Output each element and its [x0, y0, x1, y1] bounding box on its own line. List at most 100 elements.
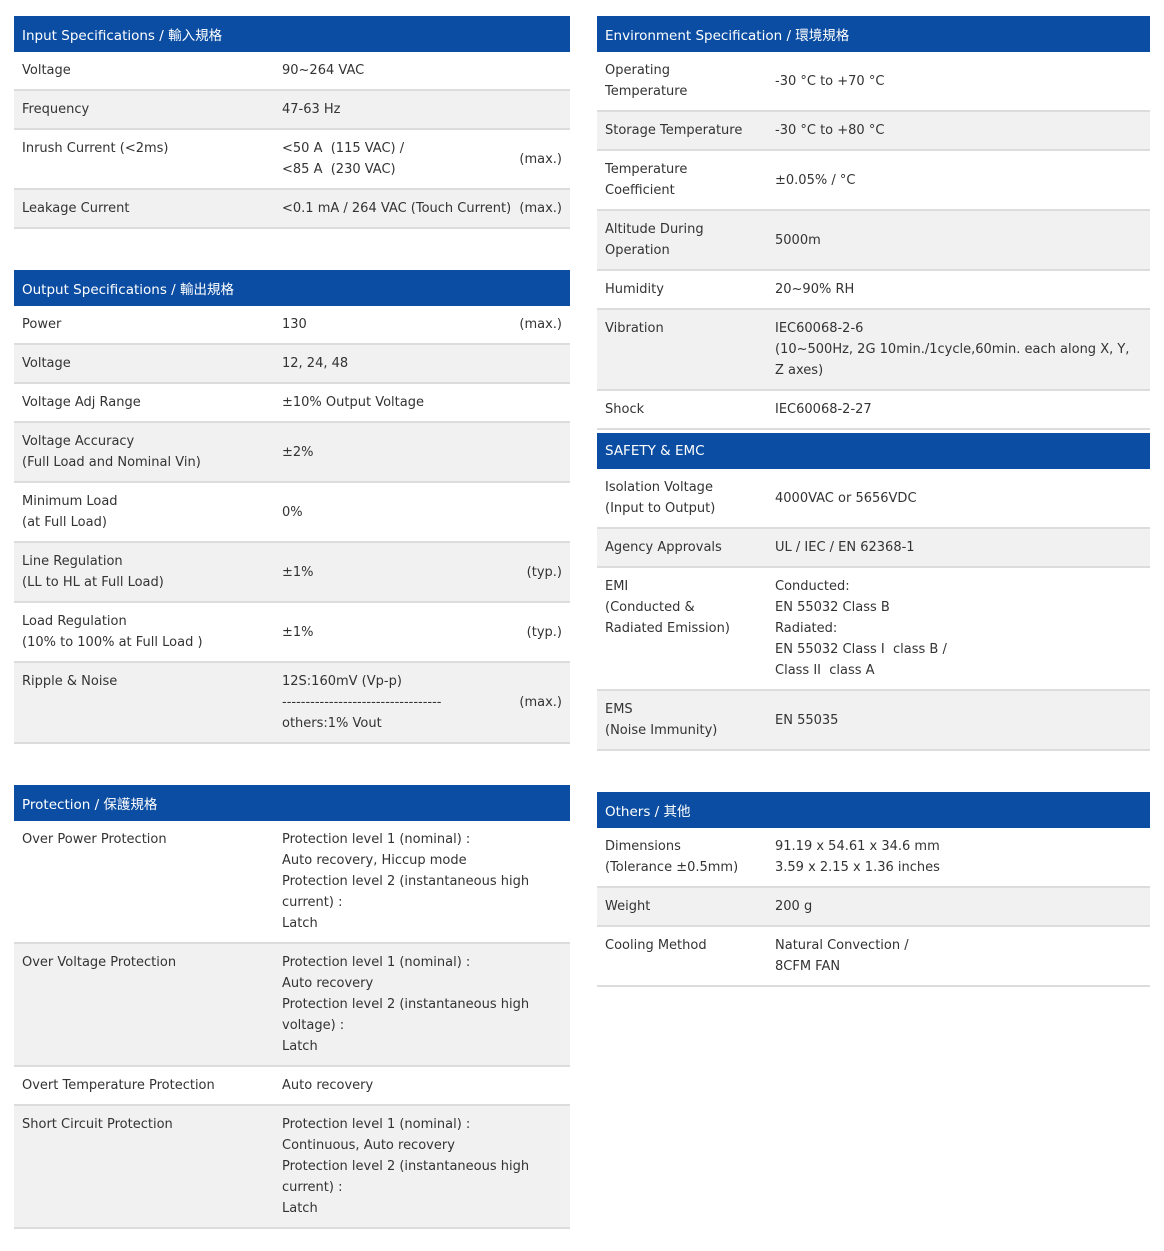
spec-label: Cooling Method [605, 938, 707, 953]
spec-row-operating: Operating Temperature -30 °C to +70 °C [597, 52, 1150, 110]
spec-value: -30 °C to +80 °C [775, 123, 885, 138]
spec-value: <50 A (115 VAC) / <85 A (230 VAC) [282, 141, 405, 177]
spec-value: 130 [282, 317, 307, 332]
spec-row-line-regulation: Line Regulation (LL to HL at Full Load) ±… [14, 541, 570, 601]
input-specifications-table: Input Specifications / 輸入規格 Voltage 90~264… [14, 16, 570, 229]
spec-note: (max.) [519, 695, 562, 710]
spec-row-frequency: Frequency 47-63 Hz [14, 89, 570, 128]
spec-value: 47-63 Hz [282, 102, 341, 117]
spec-row-weight: Weight 200 g [597, 886, 1150, 925]
spec-label: Weight [605, 899, 651, 914]
spec-row-isolation-voltage: Isolation Voltage (Input to Output) 4000V… [597, 469, 1150, 527]
spec-note: (max.) [519, 151, 562, 167]
spec-value: ±2% [282, 444, 314, 460]
spec-value: Auto recovery [282, 1078, 374, 1093]
spec-label: Agency Approvals [605, 540, 722, 555]
spec-value: IEC60068-2-27 [775, 402, 872, 417]
spec-note: (typ.) [526, 624, 562, 640]
spec-value: <0.1 mA / 264 VAC (Touch Current) [282, 201, 512, 216]
spec-note: (max.) [519, 201, 562, 216]
spec-row-over-voltage-protection: Over Voltage Protection Protection level … [14, 942, 570, 1065]
spec-row-ripple-noise: Ripple & Noise 12S:160mV (Vp-p) ---------… [14, 661, 570, 742]
spec-value: ±10% Output Voltage [282, 395, 424, 410]
spec-label: Altitude During Operation [605, 222, 704, 258]
spec-row-short-circuit-protection: Short Circuit Protection Protection level… [14, 1104, 570, 1227]
spec-label: Vibration [605, 321, 664, 336]
spec-row-leakage-current: Leakage Current <0.1 mA / 264 VAC (Touch … [14, 188, 570, 227]
spec-label: Humidity [605, 282, 664, 297]
spec-row-minimum-load: Minimum Load (at Full Load) 0% [14, 481, 570, 541]
spec-row-load-regulation: Load Regulation (10% to 100% at Full Loa… [14, 601, 570, 661]
spec-row-inrush-current-2ms: Inrush Current (<2ms) <50 A (115 VAC) / <… [14, 128, 570, 188]
spec-row-over-power-protection: Over Power Protection Protection level 1 … [14, 821, 570, 942]
spec-label: Short Circuit Protection [22, 1117, 173, 1132]
spec-label: Voltage [22, 356, 71, 371]
spec-value: 5000m [775, 232, 821, 248]
spec-row-ems: EMS (Noise Immunity) EN 55035 [597, 689, 1150, 749]
spec-label: Voltage [22, 63, 71, 78]
spec-label: Isolation Voltage (Input to Output) [605, 480, 716, 516]
spec-value: Natural Convection / 8CFM FAN [775, 938, 909, 974]
protection-table: Protection / 保護規格 Over Power Protection Pr… [14, 785, 570, 1229]
spec-row-shock: Shock IEC60068-2-27 [597, 389, 1150, 428]
spec-row-voltage-accuracy: Voltage Accuracy (Full Load and Nominal … [14, 421, 570, 481]
right-column: Environment Specification / 環境規格 Operatin… [597, 16, 1150, 987]
spec-value: 91.19 x 54.61 x 34.6 mm 3.59 x 2.15 x 1.… [775, 839, 940, 875]
protection-header: Protection / 保護規格 [14, 785, 570, 821]
output-specifications-table: Output Specifications / 輸出規格 Power 130 (max… [14, 270, 570, 744]
spec-label: Load Regulation (10% to 100% at Full Loa… [22, 614, 203, 650]
spec-label: Frequency [22, 102, 90, 117]
spec-row-overt-temperature-protection: Overt Temperature Protection Auto recover… [14, 1065, 570, 1104]
output-specifications-header: Output Specifications / 輸出規格 [14, 270, 570, 306]
spec-row-temperature: Temperature Coefficient ±0.05% / °C [597, 149, 1150, 209]
spec-row-vibration: Vibration IEC60068-2-6 (10~500Hz, 2G 10mi… [597, 308, 1150, 389]
spec-label: Shock [605, 402, 645, 417]
spec-value: ±0.05% / °C [775, 172, 856, 188]
spec-note: (max.) [519, 317, 562, 332]
others-header: Others / 其他 [597, 792, 1150, 828]
spec-value: 200 g [775, 899, 813, 914]
spec-row-power: Power 130 (max.) [14, 306, 570, 343]
environment-specification-table: Environment Specification / 環境規格 Operatin… [597, 16, 1150, 430]
spec-value: IEC60068-2-6 (10~500Hz, 2G 10min./1cycle… [775, 321, 1130, 378]
spec-label: Leakage Current [22, 201, 130, 216]
spec-label: Inrush Current (<2ms) [22, 141, 169, 156]
spec-label: Power [22, 317, 62, 332]
spec-value: Protection level 1 (nominal) : Continuou… [282, 1117, 530, 1216]
spec-row-cooling-method: Cooling Method Natural Convection / 8CFM … [597, 925, 1150, 985]
spec-value: 4000VAC or 5656VDC [775, 490, 917, 506]
others-table: Others / 其他 Dimensions (Tolerance ±0.5mm)… [597, 792, 1150, 987]
spec-label: Temperature Coefficient [605, 162, 688, 198]
spec-note: (typ.) [526, 564, 562, 580]
spec-label: Over Voltage Protection [22, 955, 177, 970]
spec-label: EMS (Noise Immunity) [605, 702, 718, 738]
spec-label: Minimum Load (at Full Load) [22, 494, 118, 530]
environment-specification-header: Environment Specification / 環境規格 [597, 16, 1150, 52]
spec-row-emi: EMI (Conducted & Radiated Emission) Condu… [597, 566, 1150, 689]
spec-label: Dimensions (Tolerance ±0.5mm) [605, 839, 739, 875]
spec-label: Over Power Protection [22, 832, 167, 847]
safety-emc-header: SAFETY & EMC [597, 433, 1150, 469]
spec-value: Protection level 1 (nominal) : Auto reco… [282, 832, 530, 931]
spec-value: -30 °C to +70 °C [775, 73, 885, 89]
spec-label: Line Regulation (LL to HL at Full Load) [22, 554, 164, 590]
spec-row-altitude-during: Altitude During Operation 5000m [597, 209, 1150, 269]
safety-emc-table: SAFETY & EMC Isolation Voltage (Input to … [597, 433, 1150, 751]
spec-row-voltage: Voltage 90~264 VAC [14, 52, 570, 89]
spec-row-voltage: Voltage 12, 24, 48 [14, 343, 570, 382]
spec-label: Voltage Accuracy (Full Load and Nominal … [22, 434, 201, 470]
spec-value: UL / IEC / EN 62368-1 [775, 540, 915, 555]
left-column: Input Specifications / 輸入規格 Voltage 90~264… [14, 16, 570, 1229]
spec-label: EMI (Conducted & Radiated Emission) [605, 579, 730, 636]
spec-value: 20~90% RH [775, 282, 855, 297]
spec-value: ±1% [282, 624, 314, 640]
input-specifications-header: Input Specifications / 輸入規格 [14, 16, 570, 52]
spec-row-agency-approvals: Agency Approvals UL / IEC / EN 62368-1 [597, 527, 1150, 566]
spec-label: Operating Temperature [605, 63, 688, 99]
spec-value: 12, 24, 48 [282, 356, 349, 371]
spec-value: ±1% [282, 564, 314, 580]
spec-value: Protection level 1 (nominal) : Auto reco… [282, 955, 530, 1054]
spec-row-humidity: Humidity 20~90% RH [597, 269, 1150, 308]
spec-row-storage-temperature: Storage Temperature -30 °C to +80 °C [597, 110, 1150, 149]
